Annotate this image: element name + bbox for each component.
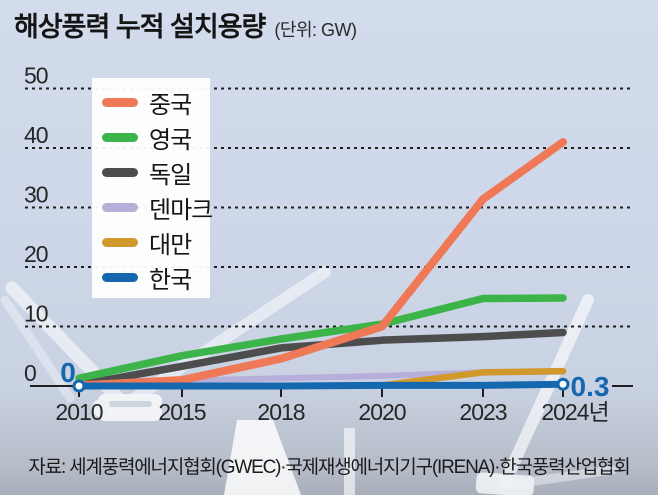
turbine-tower — [224, 420, 301, 495]
turbine-hub — [92, 399, 110, 417]
data-point-marker — [556, 377, 570, 391]
value-annotation: 0.3 — [571, 371, 610, 402]
legend: 중국 영국 독일 덴마크 대만 한국 — [92, 78, 213, 298]
x-tick-label: 2018 — [257, 399, 304, 425]
legend-swatch-taiwan — [102, 238, 138, 247]
turbine-blade — [499, 294, 594, 488]
value-annotation: 0 — [60, 357, 76, 388]
x-axis: 2010 2015 2018 2020 2023 2024년 — [55, 387, 610, 425]
y-tick-label: 20 — [24, 241, 48, 267]
y-tick-label: 40 — [24, 122, 48, 148]
legend-swatch-korea — [102, 273, 138, 282]
y-tick-label: 10 — [24, 301, 48, 327]
y-tick-label: 30 — [24, 182, 48, 208]
data-point-marker — [72, 379, 86, 393]
annotations: 0 0.3 — [60, 357, 609, 402]
series-line-1 — [75, 294, 567, 383]
turbine-nacelle — [98, 394, 162, 421]
legend-swatch-germany — [102, 168, 138, 177]
legend-label-germany: 독일 — [149, 162, 192, 189]
turbine-blade — [0, 295, 75, 403]
legend-label-denmark: 덴마크 — [149, 197, 213, 224]
legend-swatch-uk — [102, 133, 138, 142]
turbine-nacelle-stripe — [108, 401, 152, 407]
header: 해상풍력 누적 설치용량 (단위: GW) — [14, 12, 357, 43]
legend-label-korea: 한국 — [149, 267, 192, 294]
legend-label-china: 중국 — [149, 92, 192, 119]
legend-label-uk: 영국 — [149, 127, 192, 154]
x-tick-label: 2015 — [158, 399, 205, 425]
legend-item-uk: 영국 — [102, 120, 210, 155]
series-line-5 — [75, 380, 567, 390]
series-lines — [75, 138, 567, 390]
turbine-nacelle — [475, 472, 535, 495]
unit-label: (단위: GW) — [274, 20, 357, 40]
x-tick-label: 2010 — [55, 399, 102, 425]
x-tick-label: 2023 — [459, 399, 506, 425]
legend-item-korea: 한국 — [102, 260, 210, 295]
y-tick-label: 50 — [24, 63, 48, 89]
page-title: 해상풍력 누적 설치용량 — [14, 12, 266, 42]
source-note: 자료: 세계풍력에너지협회(GWEC)·국제재생에너지기구(IRENA)·한국풍… — [28, 457, 630, 478]
legend-item-denmark: 덴마크 — [102, 190, 213, 225]
legend-item-germany: 독일 — [102, 155, 210, 190]
series-line-0 — [75, 138, 567, 390]
x-tick-label: 2020 — [358, 399, 405, 425]
turbine-mast — [344, 428, 355, 495]
legend-swatch-china — [102, 98, 138, 107]
y-tick-label: 0 — [24, 360, 36, 386]
legend-label-taiwan: 대만 — [149, 232, 192, 259]
x-tick-label: 2024년 — [541, 399, 608, 425]
legend-swatch-denmark — [102, 203, 138, 212]
legend-item-china: 중국 — [102, 85, 210, 120]
legend-item-taiwan: 대만 — [102, 225, 210, 260]
